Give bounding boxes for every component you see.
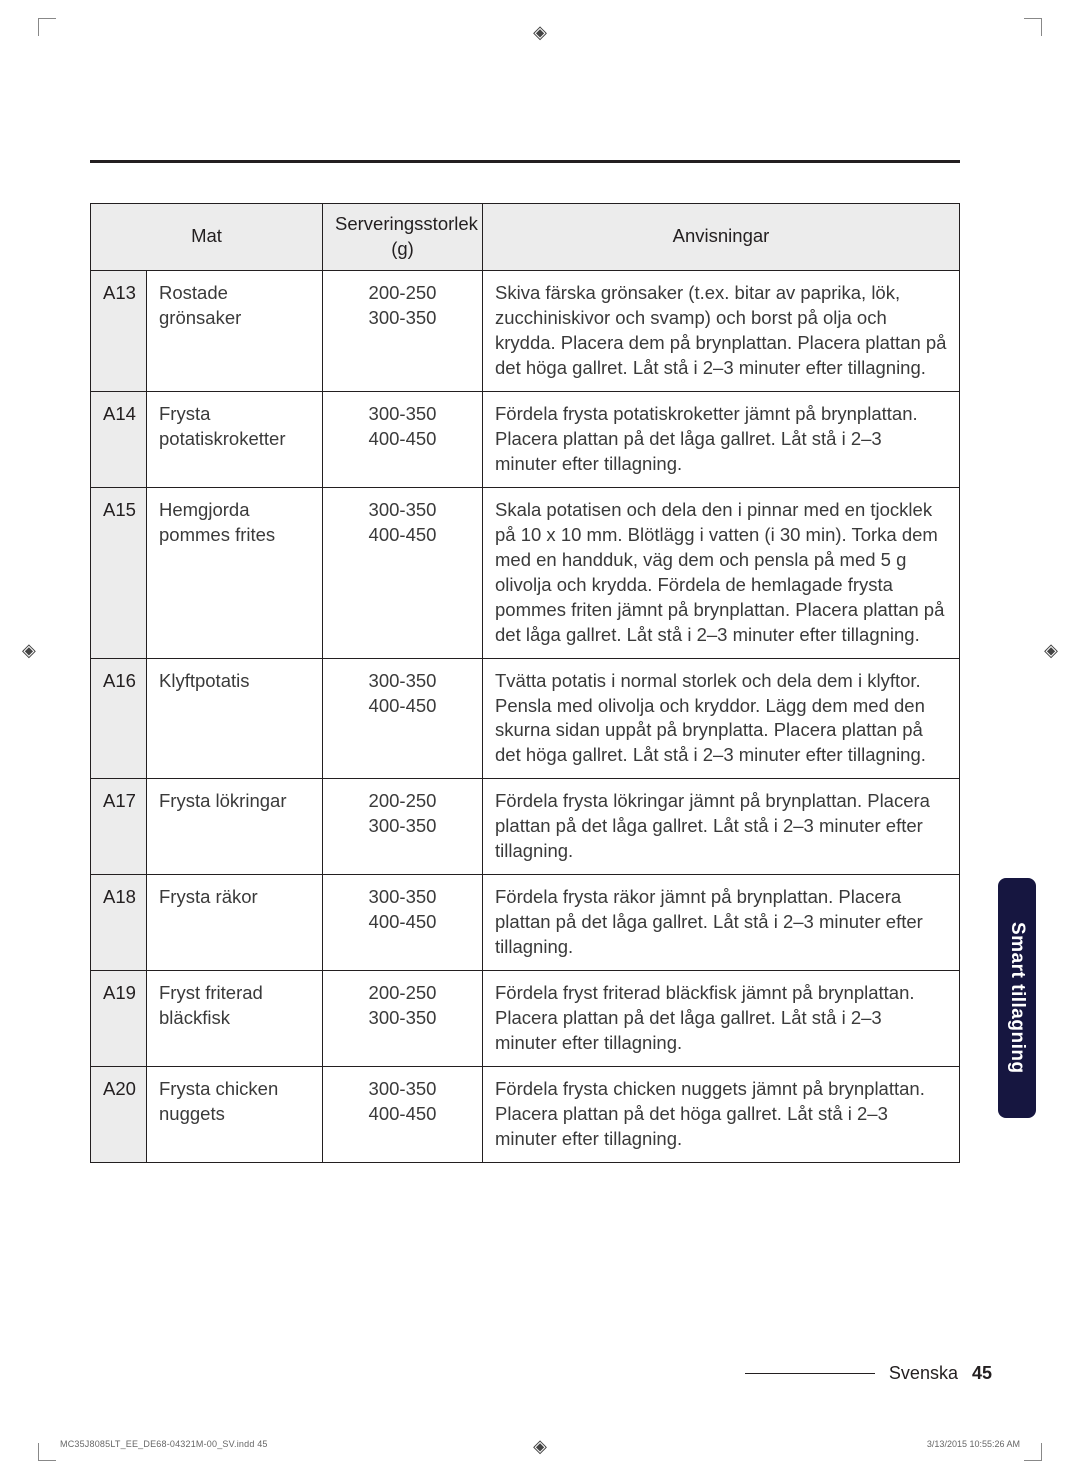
crop-mark-icon: [1024, 1443, 1042, 1461]
row-serving-size: 200-250 300-350: [323, 971, 483, 1067]
row-code: A14: [91, 391, 147, 487]
registration-mark-icon: ◈: [533, 22, 547, 43]
header-mat: Mat: [91, 204, 323, 271]
row-instructions: Fördela frysta chicken nuggets jämnt på …: [483, 1067, 960, 1163]
header-size: Serveringsstorlek (g): [323, 204, 483, 271]
row-code: A13: [91, 270, 147, 391]
registration-mark-icon: ◈: [22, 640, 36, 661]
table-row: A18Frysta räkor300-350 400-450Fördela fr…: [91, 875, 960, 971]
row-food-name: Rostade grönsaker: [147, 270, 323, 391]
table-row: A14Frysta potatiskroketter300-350 400-45…: [91, 391, 960, 487]
row-serving-size: 300-350 400-450: [323, 658, 483, 779]
content-area: Mat Serveringsstorlek (g) Anvisningar A1…: [90, 160, 960, 1163]
crop-mark-icon: [1024, 18, 1042, 36]
row-serving-size: 200-250 300-350: [323, 270, 483, 391]
row-code: A18: [91, 875, 147, 971]
row-code: A20: [91, 1067, 147, 1163]
imprint-filename: MC35J8085LT_EE_DE68-04321M-00_SV.indd 45: [60, 1439, 268, 1449]
footer-page-number: 45: [972, 1363, 992, 1384]
row-food-name: Hemgjorda pommes frites: [147, 487, 323, 658]
table-row: A16Klyftpotatis300-350 400-450Tvätta pot…: [91, 658, 960, 779]
row-instructions: Tvätta potatis i normal storlek och dela…: [483, 658, 960, 779]
section-tab-label: Smart tillagning: [1006, 922, 1028, 1074]
row-instructions: Fördela frysta potatiskroketter jämnt på…: [483, 391, 960, 487]
row-instructions: Skiva färska grönsaker (t.ex. bitar av p…: [483, 270, 960, 391]
row-code: A15: [91, 487, 147, 658]
row-instructions: Fördela frysta räkor jämnt på brynplatta…: [483, 875, 960, 971]
row-food-name: Frysta chicken nuggets: [147, 1067, 323, 1163]
registration-mark-icon: ◈: [533, 1436, 547, 1457]
table-row: A19Fryst friterad bläckfisk200-250 300-3…: [91, 971, 960, 1067]
section-tab: Smart tillagning: [998, 878, 1036, 1118]
table-header-row: Mat Serveringsstorlek (g) Anvisningar: [91, 204, 960, 271]
crop-mark-icon: [38, 18, 56, 36]
top-divider: [90, 160, 960, 163]
row-code: A16: [91, 658, 147, 779]
row-instructions: Skala potatisen och dela den i pinnar me…: [483, 487, 960, 658]
page: ◈ ◈ ◈ ◈ Mat Serveringsstorlek (g) Anvisn…: [0, 0, 1080, 1479]
cooking-table: Mat Serveringsstorlek (g) Anvisningar A1…: [90, 203, 960, 1163]
header-instructions: Anvisningar: [483, 204, 960, 271]
row-serving-size: 300-350 400-450: [323, 391, 483, 487]
footer-rule: [745, 1373, 875, 1374]
row-serving-size: 300-350 400-450: [323, 487, 483, 658]
page-footer: Svenska 45: [745, 1363, 992, 1384]
imprint-timestamp: 3/13/2015 10:55:26 AM: [927, 1439, 1020, 1449]
row-serving-size: 300-350 400-450: [323, 875, 483, 971]
footer-language: Svenska: [889, 1363, 958, 1384]
table-row: A17Frysta lökringar200-250 300-350Fördel…: [91, 779, 960, 875]
table-row: A20Frysta chicken nuggets300-350 400-450…: [91, 1067, 960, 1163]
row-serving-size: 200-250 300-350: [323, 779, 483, 875]
table-row: A13Rostade grönsaker200-250 300-350Skiva…: [91, 270, 960, 391]
row-serving-size: 300-350 400-450: [323, 1067, 483, 1163]
registration-mark-icon: ◈: [1044, 640, 1058, 661]
table-row: A15Hemgjorda pommes frites300-350 400-45…: [91, 487, 960, 658]
row-food-name: Frysta räkor: [147, 875, 323, 971]
row-food-name: Frysta potatiskroketter: [147, 391, 323, 487]
row-food-name: Frysta lökringar: [147, 779, 323, 875]
row-code: A19: [91, 971, 147, 1067]
crop-mark-icon: [38, 1443, 56, 1461]
row-instructions: Fördela frysta lökringar jämnt på brynpl…: [483, 779, 960, 875]
row-food-name: Klyftpotatis: [147, 658, 323, 779]
row-instructions: Fördela fryst friterad bläckfisk jämnt p…: [483, 971, 960, 1067]
row-food-name: Fryst friterad bläckfisk: [147, 971, 323, 1067]
row-code: A17: [91, 779, 147, 875]
